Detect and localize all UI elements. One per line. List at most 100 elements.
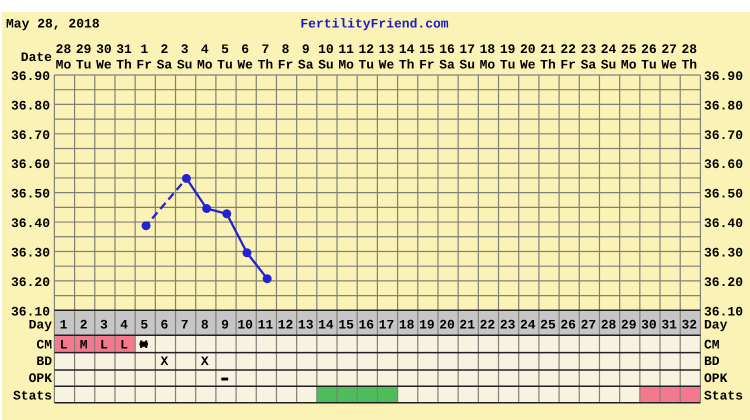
- svg-text:Th: Th: [682, 58, 698, 73]
- svg-text:4: 4: [120, 318, 128, 333]
- svg-text:32: 32: [682, 318, 698, 333]
- svg-text:2: 2: [161, 42, 169, 57]
- svg-text:12: 12: [278, 318, 294, 333]
- svg-text:OPK: OPK: [704, 371, 728, 386]
- svg-text:25: 25: [621, 42, 637, 57]
- svg-text:20: 20: [520, 42, 536, 57]
- svg-text:11: 11: [258, 318, 274, 333]
- svg-text:Tu: Tu: [359, 58, 375, 73]
- svg-text:We: We: [237, 58, 253, 73]
- svg-text:1: 1: [60, 318, 68, 333]
- svg-text:X: X: [161, 354, 169, 369]
- svg-text:Mo: Mo: [56, 58, 72, 73]
- svg-text:20: 20: [439, 318, 455, 333]
- svg-text:36.70: 36.70: [11, 128, 50, 143]
- svg-text:We: We: [661, 58, 677, 73]
- svg-text:Tu: Tu: [500, 58, 516, 73]
- svg-text:Sa: Sa: [439, 58, 455, 73]
- svg-text:24: 24: [520, 318, 536, 333]
- svg-text:We: We: [96, 58, 112, 73]
- svg-text:3: 3: [100, 318, 108, 333]
- svg-text:May 28, 2018: May 28, 2018: [6, 17, 100, 32]
- svg-text:22: 22: [560, 42, 576, 57]
- svg-text:30: 30: [96, 42, 112, 57]
- svg-text:25: 25: [540, 318, 556, 333]
- svg-text:21: 21: [459, 318, 475, 333]
- svg-text:Sa: Sa: [298, 58, 314, 73]
- svg-text:19: 19: [500, 42, 516, 57]
- svg-text:Tu: Tu: [76, 58, 92, 73]
- svg-text:11: 11: [338, 42, 354, 57]
- svg-text:2: 2: [80, 318, 88, 333]
- svg-text:8: 8: [282, 42, 290, 57]
- svg-text:7: 7: [261, 42, 269, 57]
- svg-text:28: 28: [601, 318, 617, 333]
- svg-text:36.20: 36.20: [11, 275, 50, 290]
- svg-text:36.60: 36.60: [11, 157, 50, 172]
- svg-text:23: 23: [500, 318, 516, 333]
- svg-text:14: 14: [318, 318, 334, 333]
- svg-text:15: 15: [338, 318, 354, 333]
- svg-text:36.80: 36.80: [11, 98, 50, 113]
- svg-text:36.10: 36.10: [704, 304, 743, 319]
- svg-text:13: 13: [379, 42, 395, 57]
- svg-text:29: 29: [621, 318, 637, 333]
- svg-text:36.70: 36.70: [704, 128, 743, 143]
- svg-text:28: 28: [682, 42, 698, 57]
- svg-text:Sa: Sa: [581, 58, 597, 73]
- svg-text:29: 29: [76, 42, 92, 57]
- svg-text:We: We: [379, 58, 395, 73]
- svg-text:36.30: 36.30: [704, 245, 743, 260]
- svg-text:16: 16: [439, 42, 455, 57]
- svg-text:Mo: Mo: [338, 58, 354, 73]
- svg-text:22: 22: [480, 318, 496, 333]
- svg-text:Tu: Tu: [641, 58, 657, 73]
- svg-text:4: 4: [201, 42, 209, 57]
- svg-text:Day: Day: [704, 318, 728, 333]
- svg-text:16: 16: [359, 318, 375, 333]
- svg-text:17: 17: [459, 42, 475, 57]
- svg-text:27: 27: [581, 318, 597, 333]
- svg-text:31: 31: [661, 318, 677, 333]
- svg-text:10: 10: [318, 42, 334, 57]
- svg-text:13: 13: [298, 318, 314, 333]
- svg-text:FertilityFriend.com: FertilityFriend.com: [300, 17, 448, 32]
- svg-text:Th: Th: [258, 58, 274, 73]
- svg-text:21: 21: [540, 42, 556, 57]
- svg-text:36.80: 36.80: [704, 98, 743, 113]
- svg-text:CM: CM: [704, 338, 720, 353]
- svg-text:10: 10: [237, 318, 253, 333]
- svg-text:26: 26: [641, 42, 657, 57]
- svg-text:CM: CM: [36, 338, 52, 353]
- svg-text:36.30: 36.30: [11, 245, 50, 260]
- svg-text:36.20: 36.20: [704, 275, 743, 290]
- svg-text:Stats: Stats: [13, 389, 52, 404]
- svg-text:8: 8: [201, 318, 209, 333]
- svg-text:5: 5: [140, 318, 148, 333]
- svg-text:36.50: 36.50: [11, 187, 50, 202]
- svg-text:26: 26: [560, 318, 576, 333]
- svg-text:1: 1: [140, 42, 148, 57]
- svg-text:15: 15: [419, 42, 435, 57]
- svg-text:Su: Su: [459, 58, 475, 73]
- svg-text:36.50: 36.50: [704, 187, 743, 202]
- svg-text:27: 27: [661, 42, 677, 57]
- svg-text:Stats: Stats: [704, 389, 743, 404]
- svg-text:36.40: 36.40: [704, 216, 743, 231]
- svg-text:31: 31: [116, 42, 132, 57]
- svg-text:Th: Th: [399, 58, 415, 73]
- svg-text:Fr: Fr: [278, 58, 294, 73]
- svg-text:Day: Day: [29, 318, 53, 333]
- svg-text:18: 18: [480, 42, 496, 57]
- svg-text:Su: Su: [177, 58, 193, 73]
- svg-text:18: 18: [399, 318, 415, 333]
- svg-text:6: 6: [241, 42, 249, 57]
- svg-text:3: 3: [181, 42, 189, 57]
- svg-text:30: 30: [641, 318, 657, 333]
- svg-text:Fr: Fr: [136, 58, 152, 73]
- svg-text:36.40: 36.40: [11, 216, 50, 231]
- svg-text:6: 6: [161, 318, 169, 333]
- svg-text:Sa: Sa: [157, 58, 173, 73]
- svg-text:We: We: [520, 58, 536, 73]
- svg-text:BD: BD: [36, 354, 52, 369]
